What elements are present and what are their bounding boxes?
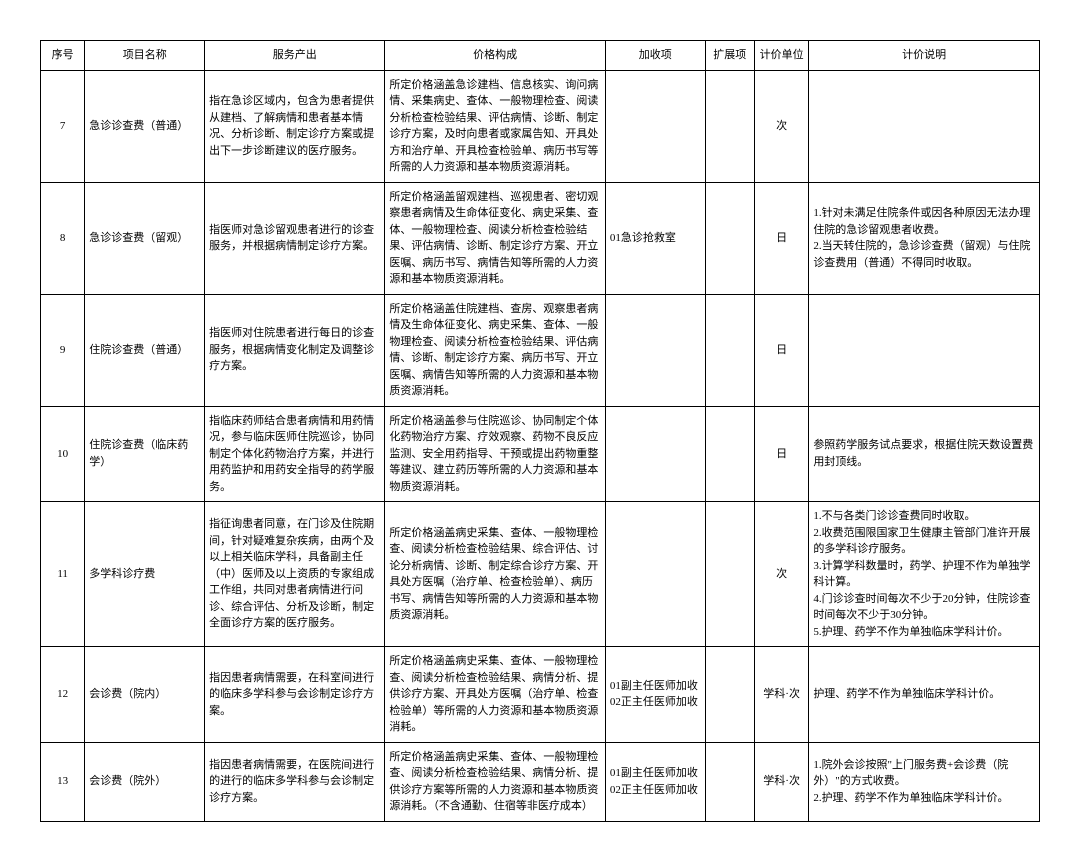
cell-ext bbox=[705, 294, 754, 406]
header-unit: 计价单位 bbox=[754, 41, 808, 71]
header-row: 序号 项目名称 服务产出 价格构成 加收项 扩展项 计价单位 计价说明 bbox=[41, 41, 1040, 71]
pricing-table: 序号 项目名称 服务产出 价格构成 加收项 扩展项 计价单位 计价说明 7急诊诊… bbox=[40, 40, 1040, 822]
cell-seq: 12 bbox=[41, 647, 85, 743]
cell-service: 指因患者病情需要，在科室间进行的临床多学科参与会诊制定诊疗方案。 bbox=[205, 647, 385, 743]
cell-name: 会诊费（院内） bbox=[85, 647, 205, 743]
cell-add bbox=[605, 406, 705, 502]
table-row: 13会诊费（院外）指因患者病情需要，在医院间进行的进行的临床多学科参与会诊制定诊… bbox=[41, 742, 1040, 821]
cell-seq: 7 bbox=[41, 70, 85, 182]
cell-name: 会诊费（院外） bbox=[85, 742, 205, 821]
cell-unit: 学科·次 bbox=[754, 647, 808, 743]
cell-add: 01副主任医师加收 02正主任医师加收 bbox=[605, 647, 705, 743]
header-ext: 扩展项 bbox=[705, 41, 754, 71]
cell-price: 所定价格涵盖病史采集、查体、一般物理检查、阅读分析检查检验结果、综合评估、讨论分… bbox=[385, 502, 606, 647]
cell-service: 指医师对急诊留观患者进行的诊查服务，并根据病情制定诊疗方案。 bbox=[205, 182, 385, 294]
cell-service: 指临床药师结合患者病情和用药情况，参与临床医师住院巡诊，协同制定个体化药物治疗方… bbox=[205, 406, 385, 502]
cell-name: 住院诊查费（临床药学） bbox=[85, 406, 205, 502]
cell-price: 所定价格涵盖留观建档、巡视患者、密切观察患者病情及生命体征变化、病史采集、查体、… bbox=[385, 182, 606, 294]
table-row: 12会诊费（院内）指因患者病情需要，在科室间进行的临床多学科参与会诊制定诊疗方案… bbox=[41, 647, 1040, 743]
cell-unit: 次 bbox=[754, 502, 808, 647]
cell-add bbox=[605, 70, 705, 182]
header-note: 计价说明 bbox=[809, 41, 1040, 71]
table-row: 11多学科诊疗费指征询患者同意，在门诊及住院期间，针对疑难复杂疾病，由两个及以上… bbox=[41, 502, 1040, 647]
cell-ext bbox=[705, 502, 754, 647]
cell-service: 指因患者病情需要，在医院间进行的进行的临床多学科参与会诊制定诊疗方案。 bbox=[205, 742, 385, 821]
table-row: 7急诊诊查费（普通）指在急诊区域内，包含为患者提供从建档、了解病情和患者基本情况… bbox=[41, 70, 1040, 182]
table-row: 10住院诊查费（临床药学）指临床药师结合患者病情和用药情况，参与临床医师住院巡诊… bbox=[41, 406, 1040, 502]
header-add: 加收项 bbox=[605, 41, 705, 71]
cell-note bbox=[809, 294, 1040, 406]
cell-add: 01急诊抢救室 bbox=[605, 182, 705, 294]
cell-seq: 10 bbox=[41, 406, 85, 502]
cell-note: 1.针对未满足住院条件或因各种原因无法办理住院的急诊留观患者收费。 2.当天转住… bbox=[809, 182, 1040, 294]
cell-ext bbox=[705, 406, 754, 502]
cell-note: 1.院外会诊按照"上门服务费+会诊费（院外）"的方式收费。 2.护理、药学不作为… bbox=[809, 742, 1040, 821]
table-row: 9住院诊查费（普通）指医师对住院患者进行每日的诊查服务，根据病情变化制定及调整诊… bbox=[41, 294, 1040, 406]
cell-ext bbox=[705, 647, 754, 743]
cell-note bbox=[809, 70, 1040, 182]
cell-unit: 次 bbox=[754, 70, 808, 182]
cell-ext bbox=[705, 182, 754, 294]
cell-ext bbox=[705, 70, 754, 182]
cell-ext bbox=[705, 742, 754, 821]
cell-name: 急诊诊查费（留观） bbox=[85, 182, 205, 294]
cell-price: 所定价格涵盖病史采集、查体、一般物理检查、阅读分析检查检验结果、病情分析、提供诊… bbox=[385, 647, 606, 743]
cell-service: 指在急诊区域内，包含为患者提供从建档、了解病情和患者基本情况、分析诊断、制定诊疗… bbox=[205, 70, 385, 182]
cell-seq: 11 bbox=[41, 502, 85, 647]
header-name: 项目名称 bbox=[85, 41, 205, 71]
header-seq: 序号 bbox=[41, 41, 85, 71]
cell-add bbox=[605, 502, 705, 647]
header-price: 价格构成 bbox=[385, 41, 606, 71]
cell-add: 01副主任医师加收 02正主任医师加收 bbox=[605, 742, 705, 821]
cell-service: 指医师对住院患者进行每日的诊查服务，根据病情变化制定及调整诊疗方案。 bbox=[205, 294, 385, 406]
cell-unit: 日 bbox=[754, 406, 808, 502]
cell-unit: 日 bbox=[754, 182, 808, 294]
cell-seq: 13 bbox=[41, 742, 85, 821]
cell-seq: 9 bbox=[41, 294, 85, 406]
cell-price: 所定价格涵盖住院建档、查房、观察患者病情及生命体征变化、病史采集、查体、一般物理… bbox=[385, 294, 606, 406]
cell-price: 所定价格涵盖急诊建档、信息核实、询问病情、采集病史、查体、一般物理检查、阅读分析… bbox=[385, 70, 606, 182]
cell-note: 1.不与各类门诊诊查费同时收取。 2.收费范围限国家卫生健康主管部门准许开展的多… bbox=[809, 502, 1040, 647]
cell-price: 所定价格涵盖参与住院巡诊、协同制定个体化药物治疗方案、疗效观察、药物不良反应监测… bbox=[385, 406, 606, 502]
cell-name: 住院诊查费（普通） bbox=[85, 294, 205, 406]
cell-unit: 日 bbox=[754, 294, 808, 406]
cell-note: 护理、药学不作为单独临床学科计价。 bbox=[809, 647, 1040, 743]
cell-add bbox=[605, 294, 705, 406]
table-body: 7急诊诊查费（普通）指在急诊区域内，包含为患者提供从建档、了解病情和患者基本情况… bbox=[41, 70, 1040, 821]
cell-unit: 学科·次 bbox=[754, 742, 808, 821]
cell-price: 所定价格涵盖病史采集、查体、一般物理检查、阅读分析检查检验结果、病情分析、提供诊… bbox=[385, 742, 606, 821]
cell-seq: 8 bbox=[41, 182, 85, 294]
cell-service: 指征询患者同意，在门诊及住院期间，针对疑难复杂疾病，由两个及以上相关临床学科，具… bbox=[205, 502, 385, 647]
cell-note: 参照药学服务试点要求，根据住院天数设置费用封顶线。 bbox=[809, 406, 1040, 502]
cell-name: 急诊诊查费（普通） bbox=[85, 70, 205, 182]
cell-name: 多学科诊疗费 bbox=[85, 502, 205, 647]
header-service: 服务产出 bbox=[205, 41, 385, 71]
table-row: 8急诊诊查费（留观）指医师对急诊留观患者进行的诊查服务，并根据病情制定诊疗方案。… bbox=[41, 182, 1040, 294]
